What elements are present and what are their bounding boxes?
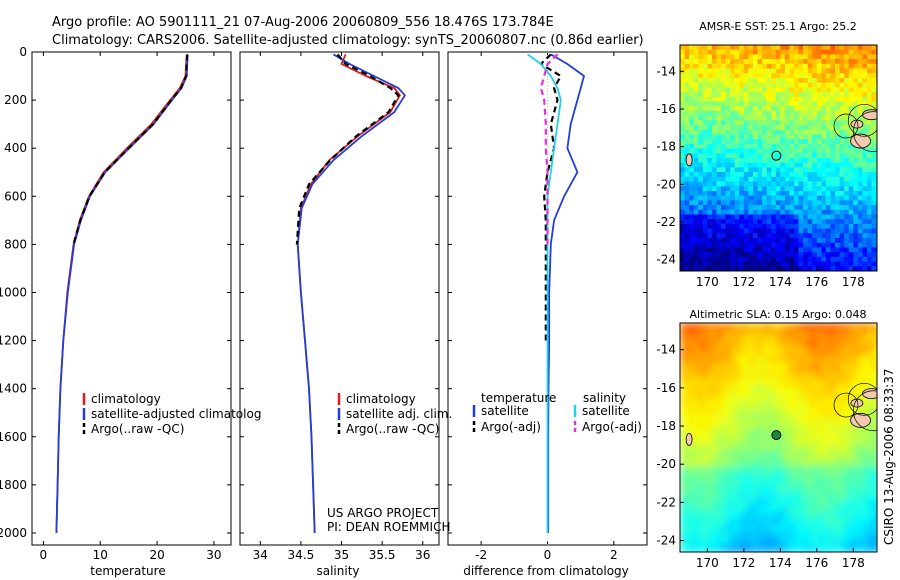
depth-tick-label: 1200 [0,334,27,348]
pi-credit: PI: DEAN ROEMMICH [327,520,450,534]
lat-tick-label: -20 [656,177,676,191]
depth-tick-label: 1600 [0,430,27,444]
lat-tick-label: -24 [656,253,676,267]
lon-tick-label: 172 [732,275,755,289]
x-tick-label: -2 [475,548,487,562]
depth-tick-label: 1800 [0,478,27,492]
sla-map-axes: 170 172 174 176 178 -14 -16 -18 -20 -22 -24 [656,343,864,570]
legend-temp-argo-label: Argo(-adj) [481,420,541,434]
salinity-panel [239,51,440,546]
salinity-legend: climatology satellite adj. clim. Argo(..… [337,392,452,436]
depth-tick-label: 600 [4,189,27,203]
depth-tick-label: 400 [4,141,27,155]
temperature-xlabel: temperature [90,564,165,578]
project-credit: US ARGO PROJECT [327,506,439,520]
salinity-xlabel: salinity [316,564,359,578]
plot-title-line-2: Climatology: CARS2006. Satellite-adjuste… [52,33,644,48]
legend-sal-argo-label: Argo(-adj) [582,420,642,434]
x-tick-label: 2 [610,548,618,562]
island-outlines [685,382,877,446]
series-line-difference-2 [527,53,562,533]
depth-axis: 0 200 400 600 800 1000 1200 1400 1600 1800 2000 [0,45,647,540]
depth-tick-label: 1400 [0,382,27,396]
legend-clim-label: climatology [91,392,161,406]
legend-argo-label: Argo(..raw -QC) [346,422,439,436]
lon-tick-label: 176 [805,275,828,289]
series-line-salinity-2 [295,53,400,245]
x-tick-label: 34.5 [288,548,315,562]
x-tick-label: 10 [93,548,108,562]
series-line-difference-3 [539,53,559,245]
lat-tick-label: -18 [656,140,676,154]
lon-tick-label: 176 [805,556,828,570]
salinity-profiles: 34 34.5 35 35.5 36 [253,52,430,562]
sst-map [680,45,877,271]
sst-map-axes: 170 172 174 176 178 -14 -16 -18 -20 -22 -24 [656,64,864,289]
lon-tick-label: 172 [732,556,755,570]
lat-tick-label: -22 [656,215,676,229]
timestamp: CSIRO 13-Aug-2006 08:33:37 [882,369,896,545]
x-tick-label: 0 [40,548,48,562]
legend-temp-sat-label: satellite [481,404,529,418]
lon-tick-label: 170 [696,556,719,570]
lat-tick-label: -22 [656,495,676,509]
legend-sat-label: satellite-adjusted climatolog [91,407,261,421]
x-tick-label: 20 [149,548,164,562]
difference-legend: temperature salinity satellite Argo(-adj… [472,391,642,434]
lat-tick-label: -16 [656,102,676,116]
x-tick-label: 30 [206,548,221,562]
temperature-legend: climatology satellite-adjusted climatolo… [82,392,261,436]
x-tick-label: 35.5 [369,548,396,562]
temperature-panel [31,51,232,546]
x-tick-label: 35 [334,548,349,562]
difference-profiles: -2 0 2 [475,52,618,562]
lat-tick-label: -16 [656,381,676,395]
sla-map [680,323,877,552]
sst-map-frame [679,44,878,272]
x-tick-label: 0 [544,548,552,562]
series-line-temperature-2 [72,54,189,245]
sla-map-frame [679,322,878,553]
lon-tick-label: 178 [842,275,865,289]
sla-map-title: Altimetric SLA: 0.15 Argo: 0.048 [689,308,866,321]
temperature-profiles: 0 10 20 30 [40,52,222,562]
depth-tick-label: 0 [19,45,27,59]
lat-tick-label: -14 [656,343,676,357]
legend-argo-label: Argo(..raw -QC) [91,422,184,436]
legend-temperature-header: temperature [481,391,556,405]
depth-tick-label: 1000 [0,285,27,299]
legend-clim-label: climatology [346,392,416,406]
argo-position-marker [771,430,782,441]
difference-xlabel: difference from climatology [463,564,629,578]
lat-tick-label: -20 [656,457,676,471]
sst-map-title: AMSR-E SST: 25.1 Argo: 25.2 [699,20,857,33]
legend-sat-label: satellite adj. clim. [346,407,452,421]
x-tick-label: 34 [253,548,268,562]
lat-tick-label: -18 [656,419,676,433]
series-line-salinity-1 [296,53,406,534]
depth-tick-label: 2000 [0,526,27,540]
legend-salinity-header: salinity [583,391,626,405]
x-tick-label: 36 [415,548,430,562]
lon-tick-label: 178 [842,556,865,570]
lon-tick-label: 174 [769,275,792,289]
lon-tick-label: 170 [696,275,719,289]
depth-tick-label: 200 [4,93,27,107]
lat-tick-label: -14 [656,64,676,78]
island-outlines [685,103,877,167]
depth-tick-label: 800 [4,237,27,251]
lon-tick-label: 174 [769,556,792,570]
lat-tick-label: -24 [656,534,676,548]
argo-position-marker [771,150,782,161]
plot-title-line-1: Argo profile: AO 5901111_21 07-Aug-2006 … [52,15,554,30]
legend-sal-sat-label: satellite [582,404,630,418]
